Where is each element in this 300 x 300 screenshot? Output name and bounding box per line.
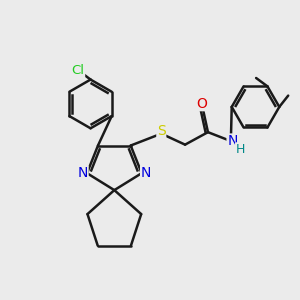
Text: H: H — [236, 143, 245, 156]
Text: O: O — [196, 97, 207, 111]
Text: S: S — [157, 124, 166, 138]
Text: N: N — [78, 166, 88, 180]
Text: N: N — [227, 134, 238, 148]
Text: Cl: Cl — [72, 64, 85, 77]
Text: N: N — [141, 166, 151, 180]
